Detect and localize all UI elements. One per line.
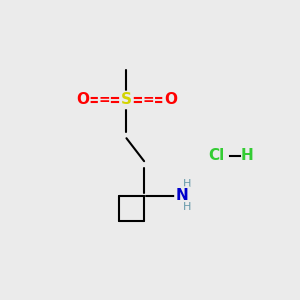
Text: S: S (121, 92, 132, 107)
Text: =: = (143, 93, 154, 107)
Text: N: N (176, 188, 189, 203)
Text: H: H (241, 148, 253, 164)
Text: O: O (164, 92, 177, 107)
Text: Cl: Cl (208, 148, 224, 164)
Text: O: O (76, 92, 89, 107)
Text: =: = (98, 93, 110, 107)
Text: H: H (183, 202, 191, 212)
Text: H: H (183, 179, 191, 190)
